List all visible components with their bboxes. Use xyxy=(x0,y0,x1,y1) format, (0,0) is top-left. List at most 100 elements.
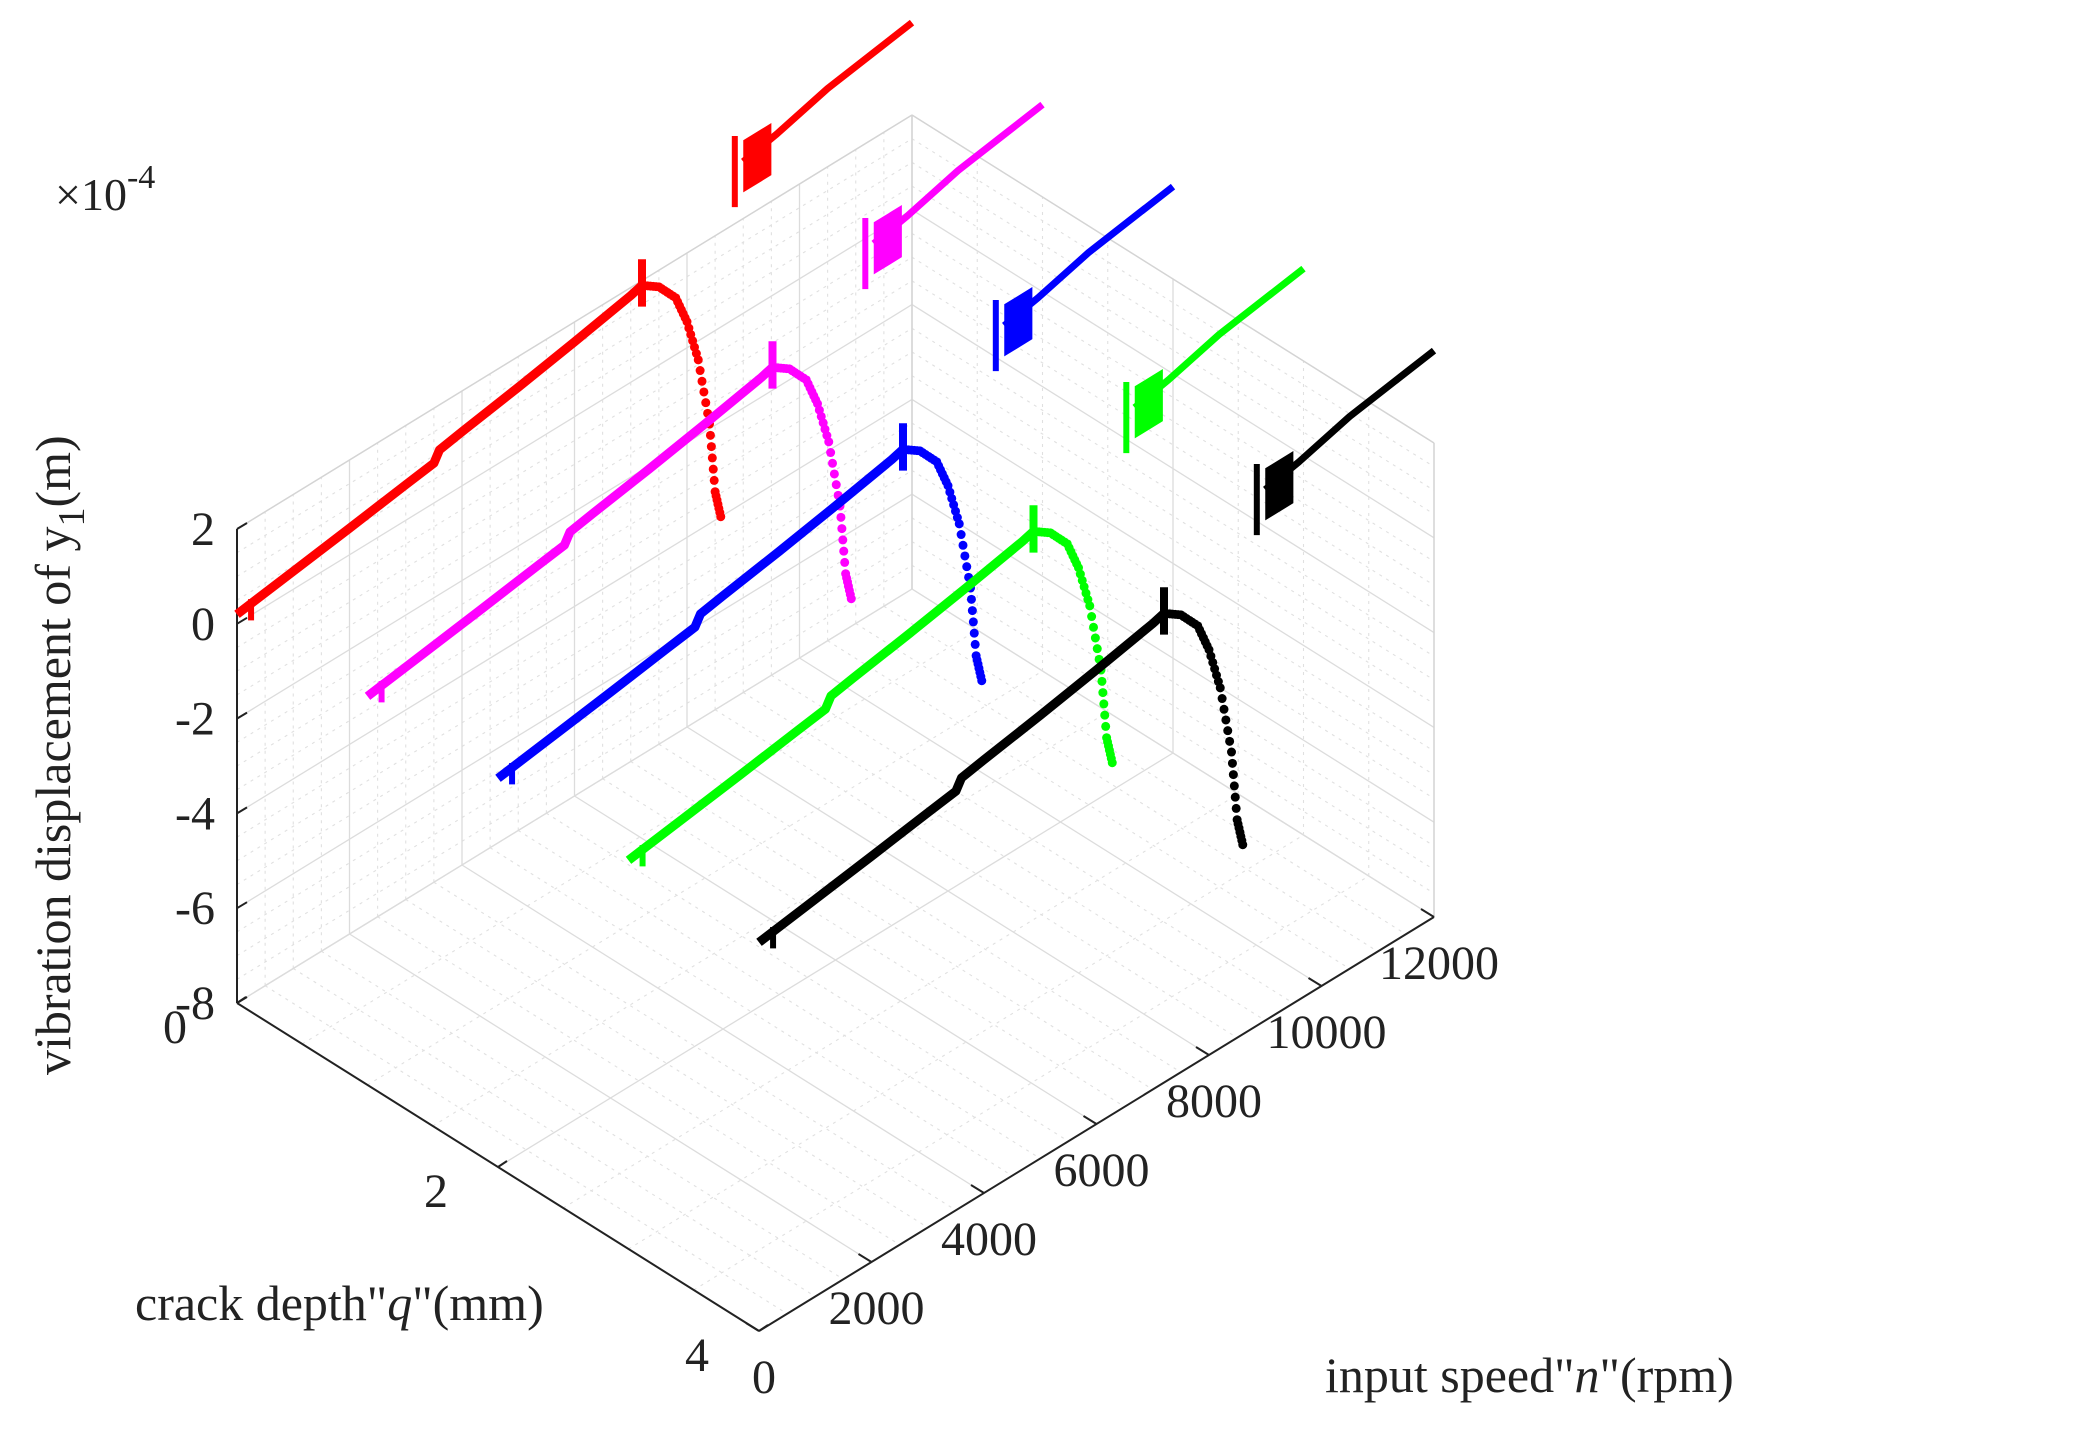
series-point-0 xyxy=(708,464,718,474)
grid-line xyxy=(264,985,788,1315)
series-point-0 xyxy=(716,512,726,522)
y-tick-label: 0 xyxy=(752,1351,776,1404)
grid-line xyxy=(433,881,957,1211)
series-1 xyxy=(364,101,1045,703)
series-point-1 xyxy=(836,512,846,522)
series-point-3 xyxy=(1085,601,1095,611)
y-tick-mark xyxy=(1195,1046,1210,1056)
y-tick-label: 8000 xyxy=(1166,1075,1262,1128)
grid-line xyxy=(911,351,1435,681)
series-point-0 xyxy=(697,376,707,386)
grid-line xyxy=(497,752,1174,1168)
y-tick-label: 10000 xyxy=(1267,1006,1387,1059)
z-exponent-label: ×10-4 xyxy=(55,159,155,220)
series-point-4 xyxy=(1227,758,1237,768)
series-point-2 xyxy=(977,676,987,686)
series-point-4 xyxy=(1229,781,1239,791)
series-point-2 xyxy=(969,628,979,638)
grid-line xyxy=(517,830,1041,1159)
series-point-0 xyxy=(709,475,719,485)
y-axis-title: input speed"n"(rpm) xyxy=(1325,1347,1734,1403)
grid-line xyxy=(602,778,1125,1108)
grid-line xyxy=(911,138,1435,468)
series-point-1 xyxy=(824,437,834,447)
series-point-0 xyxy=(701,398,711,408)
z-tick-label: 2 xyxy=(191,503,215,556)
x-tick-label: 2 xyxy=(424,1165,448,1218)
series-point-4 xyxy=(1219,704,1229,714)
y-tick-label: 2000 xyxy=(829,1282,925,1335)
series-4 xyxy=(756,347,1437,949)
series-point-2 xyxy=(962,562,972,572)
series-3 xyxy=(625,265,1306,867)
z-tick-mark xyxy=(236,522,248,530)
x-tick-mark xyxy=(758,1324,769,1332)
series-point-2 xyxy=(958,540,968,550)
series-point-4 xyxy=(1217,694,1227,704)
grid-line xyxy=(377,916,900,1246)
series-point-3 xyxy=(1087,612,1097,622)
series-point-0 xyxy=(707,453,717,463)
series-point-0 xyxy=(699,387,709,397)
series-point-1 xyxy=(828,458,837,468)
series-point-1 xyxy=(837,524,847,534)
y-tick-label: 4000 xyxy=(941,1213,1037,1266)
series-point-1 xyxy=(838,535,848,545)
grid-line xyxy=(911,564,1435,894)
series-point-2 xyxy=(966,594,976,604)
grid-line xyxy=(911,185,1435,515)
z-axis-title: vibration displacement of y1(m) xyxy=(25,435,93,1075)
series-point-2 xyxy=(960,551,970,561)
grid-line xyxy=(405,899,929,1228)
series-point-0 xyxy=(705,430,715,440)
grid-line xyxy=(911,422,1435,752)
y-tick-label: 6000 xyxy=(1054,1144,1150,1197)
series-point-1 xyxy=(840,557,850,567)
grid-line xyxy=(911,517,1435,847)
series-point-3 xyxy=(1092,644,1102,654)
y-tick-mark xyxy=(745,1322,760,1332)
grid-line xyxy=(321,950,844,1280)
z-tick-label: -8 xyxy=(175,977,215,1030)
series-point-3 xyxy=(1107,758,1117,768)
series-line-4 xyxy=(756,610,1168,946)
x-tick-label: 0 xyxy=(163,1001,187,1054)
grid-line xyxy=(883,605,1407,935)
grid-line xyxy=(911,327,1435,657)
axes-frame xyxy=(236,114,1435,1332)
series-point-4 xyxy=(1230,792,1240,802)
z-tick-label: -4 xyxy=(175,787,215,840)
z-tick-label: -2 xyxy=(175,693,215,746)
series-point-3 xyxy=(1100,710,1110,720)
x-axis-title: crack depth"q"(mm) xyxy=(135,1275,544,1331)
z-tick-mark xyxy=(236,616,248,625)
series-point-0 xyxy=(693,355,703,365)
grid-line xyxy=(771,674,1294,1004)
grid-line xyxy=(827,640,1350,970)
y-tick-mark xyxy=(1307,977,1323,987)
series-upper-line-3 xyxy=(1132,265,1306,411)
grid-line xyxy=(911,256,1435,586)
series-point-2 xyxy=(954,519,964,529)
series-line-3 xyxy=(625,528,1037,864)
series-line-0 xyxy=(234,282,646,618)
grid-line xyxy=(630,761,1154,1090)
series-point-4 xyxy=(1221,715,1231,725)
series-point-0 xyxy=(706,442,716,452)
grid-line xyxy=(292,968,816,1297)
series-point-4 xyxy=(1215,683,1225,693)
y-tick-mark xyxy=(970,1184,985,1194)
series-line-2 xyxy=(495,446,907,782)
grid-line xyxy=(236,588,913,1004)
series-point-3 xyxy=(1101,721,1111,731)
x-tick-mark xyxy=(497,1160,508,1168)
series-point-2 xyxy=(956,530,966,540)
grid-line xyxy=(911,541,1435,871)
series-2 xyxy=(495,183,1176,785)
series-point-1 xyxy=(826,448,836,458)
grid-line xyxy=(658,743,1182,1073)
grid-line xyxy=(714,709,1238,1039)
z-tick-mark xyxy=(236,711,248,720)
series-point-0 xyxy=(695,366,705,376)
